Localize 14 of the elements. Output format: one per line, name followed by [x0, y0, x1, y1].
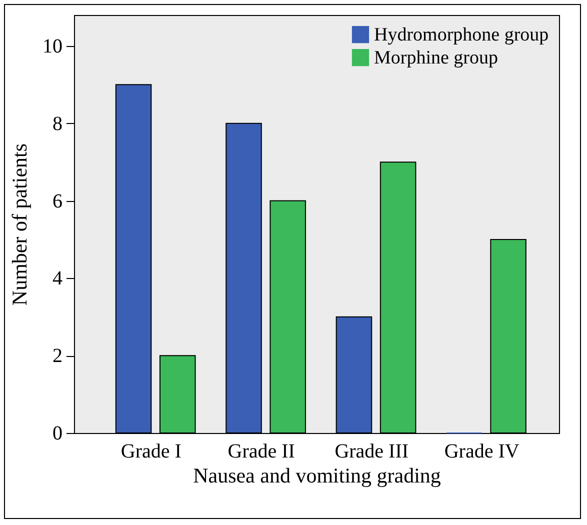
x-axis-title: Nausea and vomiting grading [193, 464, 442, 488]
y-tick-label: 8 [52, 112, 62, 135]
legend-label: Hydromorphone group [374, 24, 549, 46]
y-tick-label: 2 [52, 345, 62, 368]
y-tick-label: 10 [42, 35, 62, 58]
legend-label: Morphine group [374, 48, 498, 68]
y-tick-label: 6 [52, 190, 62, 212]
x-tick-label: Grade II [228, 440, 295, 462]
x-tick-label: Grade IV [444, 440, 520, 462]
x-tick-label: Grade I [120, 440, 182, 462]
x-tick-label: Grade III [334, 440, 409, 462]
y-tick-label: 4 [52, 268, 62, 290]
y-axis-title: Number of patients [8, 143, 32, 306]
y-tick-label: 0 [52, 422, 62, 444]
